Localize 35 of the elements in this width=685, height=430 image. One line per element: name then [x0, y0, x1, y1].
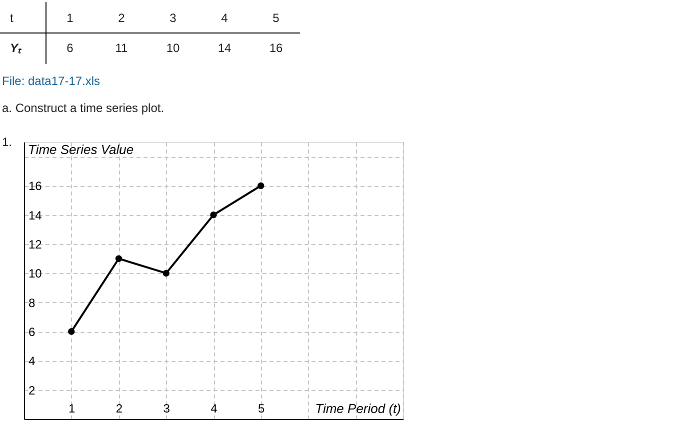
- text: 2: [118, 11, 126, 25]
- y-tick-label: 8: [28, 296, 36, 310]
- y-tick-label: 6: [28, 325, 36, 340]
- text: 1: [66, 11, 74, 25]
- x-axis-title: Time Period (t): [315, 401, 401, 416]
- x-tick-label: 2: [116, 402, 123, 416]
- y-tick-label: 2: [28, 383, 36, 398]
- x-tick-label: 5: [258, 402, 266, 416]
- y-tick-label: 4: [28, 354, 36, 368]
- text: Yₜ: [10, 41, 22, 55]
- text: 6: [66, 41, 74, 55]
- point: [68, 328, 75, 335]
- point: [115, 255, 122, 262]
- text: 11: [115, 41, 128, 55]
- x-tick-label: 1: [68, 402, 76, 416]
- text: 1.: [2, 135, 12, 149]
- x-tick-label: 3: [163, 402, 170, 416]
- text: a. Construct a time series plot.: [2, 101, 164, 115]
- x-tick-label: 4: [210, 402, 218, 416]
- y-tick-label: 12: [28, 238, 42, 252]
- text: t: [10, 11, 14, 25]
- y-tick-label: 14: [28, 208, 42, 222]
- text: 14: [218, 41, 232, 55]
- y-axis-title: Time Series Value: [28, 142, 134, 157]
- text: 10: [166, 41, 180, 55]
- y-tick-label: 16: [28, 179, 42, 194]
- text: 5: [272, 11, 280, 25]
- text: 4: [221, 11, 228, 25]
- text: 16: [269, 41, 283, 55]
- point: [210, 212, 217, 218]
- point: [162, 270, 170, 277]
- text: File: data17-17.xls: [2, 74, 100, 88]
- text: 3: [170, 11, 177, 25]
- point: [258, 182, 264, 190]
- y-tick-label: 10: [28, 266, 42, 281]
